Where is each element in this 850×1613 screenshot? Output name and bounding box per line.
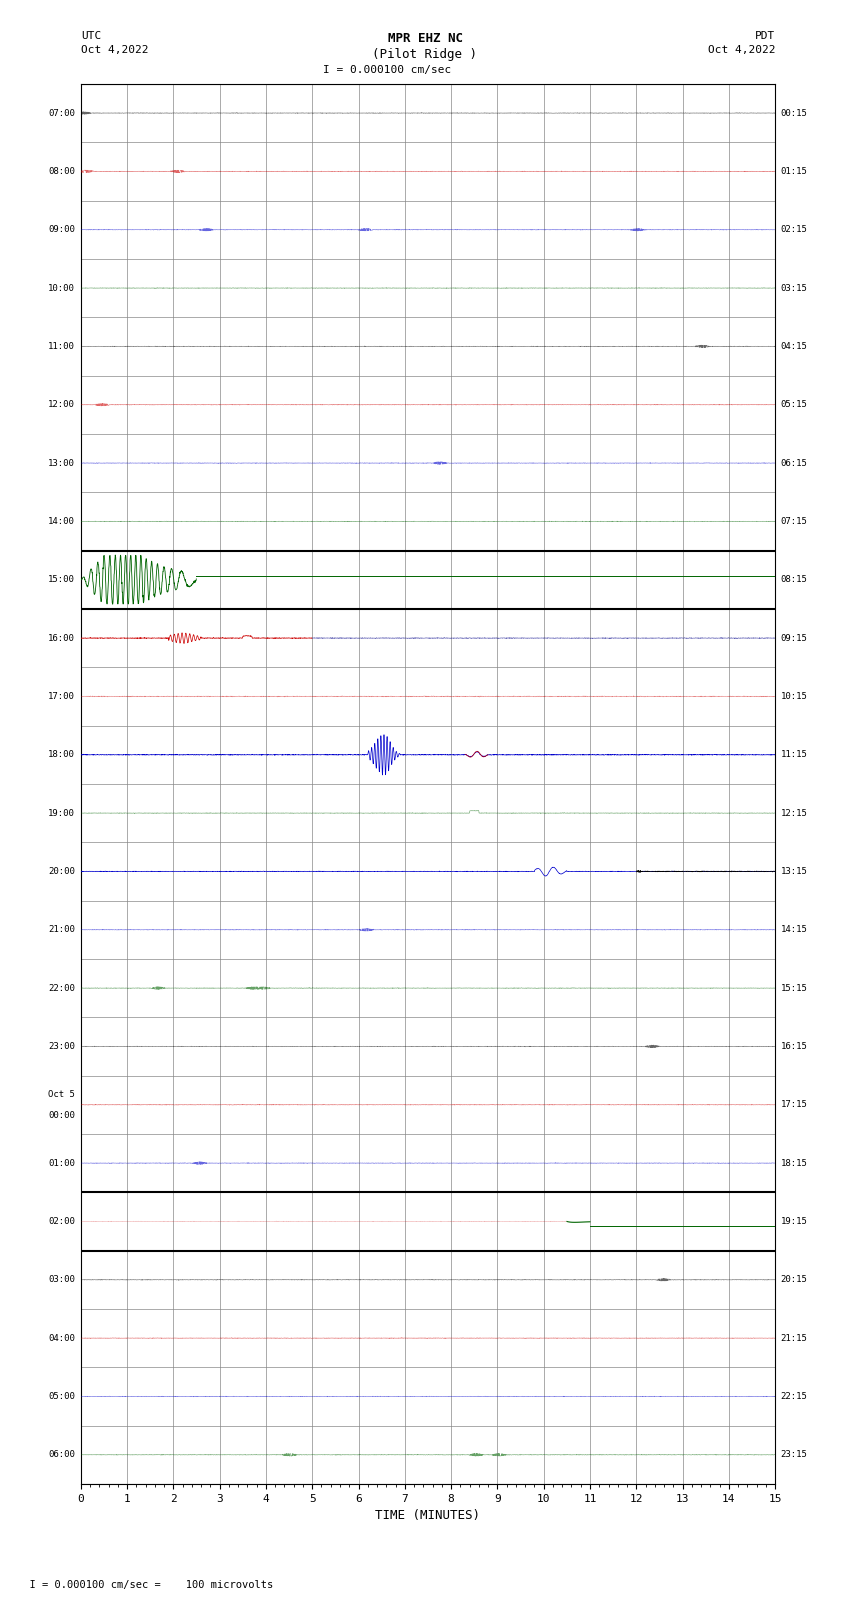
Text: 00:00: 00:00 [48, 1111, 75, 1119]
Text: Oct 4,2022: Oct 4,2022 [708, 45, 775, 55]
Text: 05:15: 05:15 [781, 400, 807, 410]
Text: 14:15: 14:15 [781, 926, 807, 934]
Text: 11:15: 11:15 [781, 750, 807, 760]
Text: 20:00: 20:00 [48, 866, 75, 876]
Text: 03:15: 03:15 [781, 284, 807, 292]
Text: 22:15: 22:15 [781, 1392, 807, 1402]
Text: 10:15: 10:15 [781, 692, 807, 702]
Text: 07:00: 07:00 [48, 108, 75, 118]
Text: 02:00: 02:00 [48, 1216, 75, 1226]
Text: 07:15: 07:15 [781, 516, 807, 526]
Text: I = 0.000100 cm/sec: I = 0.000100 cm/sec [323, 65, 450, 74]
Text: 15:00: 15:00 [48, 576, 75, 584]
Text: 18:00: 18:00 [48, 750, 75, 760]
Text: 09:00: 09:00 [48, 226, 75, 234]
Text: 17:00: 17:00 [48, 692, 75, 702]
Text: 14:00: 14:00 [48, 516, 75, 526]
Text: 12:15: 12:15 [781, 808, 807, 818]
Text: 06:15: 06:15 [781, 458, 807, 468]
Text: Oct 5: Oct 5 [48, 1090, 75, 1098]
Text: 15:15: 15:15 [781, 984, 807, 992]
Text: 04:00: 04:00 [48, 1334, 75, 1342]
Text: 08:00: 08:00 [48, 166, 75, 176]
Text: 21:00: 21:00 [48, 926, 75, 934]
Text: 11:00: 11:00 [48, 342, 75, 352]
Text: 23:15: 23:15 [781, 1450, 807, 1460]
Text: 16:15: 16:15 [781, 1042, 807, 1052]
Text: 12:00: 12:00 [48, 400, 75, 410]
Text: 22:00: 22:00 [48, 984, 75, 992]
Text: 13:00: 13:00 [48, 458, 75, 468]
Text: MPR EHZ NC: MPR EHZ NC [388, 32, 462, 45]
Text: 01:15: 01:15 [781, 166, 807, 176]
Text: 23:00: 23:00 [48, 1042, 75, 1052]
Text: 20:15: 20:15 [781, 1276, 807, 1284]
Text: 05:00: 05:00 [48, 1392, 75, 1402]
Text: I = 0.000100 cm/sec =    100 microvolts: I = 0.000100 cm/sec = 100 microvolts [17, 1581, 273, 1590]
X-axis label: TIME (MINUTES): TIME (MINUTES) [376, 1510, 480, 1523]
Text: 03:00: 03:00 [48, 1276, 75, 1284]
Text: UTC: UTC [81, 31, 101, 40]
Text: 19:15: 19:15 [781, 1216, 807, 1226]
Text: 02:15: 02:15 [781, 226, 807, 234]
Text: 13:15: 13:15 [781, 866, 807, 876]
Text: 19:00: 19:00 [48, 808, 75, 818]
Text: 00:15: 00:15 [781, 108, 807, 118]
Text: 21:15: 21:15 [781, 1334, 807, 1342]
Text: Oct 4,2022: Oct 4,2022 [81, 45, 148, 55]
Text: 16:00: 16:00 [48, 634, 75, 642]
Text: 17:15: 17:15 [781, 1100, 807, 1110]
Text: 04:15: 04:15 [781, 342, 807, 352]
Text: 06:00: 06:00 [48, 1450, 75, 1460]
Text: 01:00: 01:00 [48, 1158, 75, 1168]
Text: 10:00: 10:00 [48, 284, 75, 292]
Text: 08:15: 08:15 [781, 576, 807, 584]
Text: 18:15: 18:15 [781, 1158, 807, 1168]
Text: 09:15: 09:15 [781, 634, 807, 642]
Text: PDT: PDT [755, 31, 775, 40]
Text: (Pilot Ridge ): (Pilot Ridge ) [372, 48, 478, 61]
